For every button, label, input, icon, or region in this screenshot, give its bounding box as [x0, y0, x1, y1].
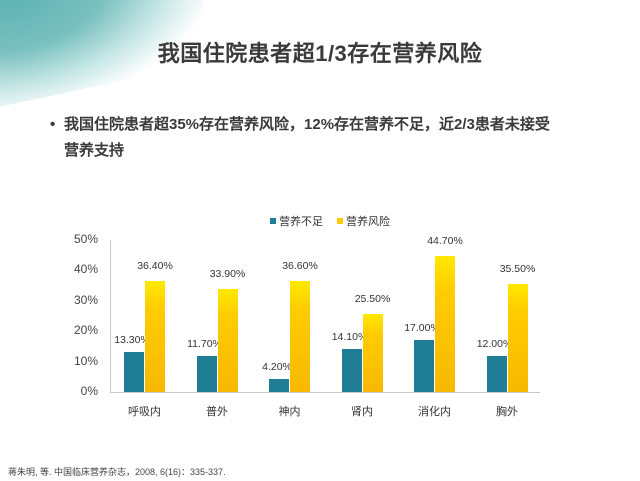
- data-label: 11.70%: [187, 338, 222, 351]
- bar-malnutrition: [486, 355, 507, 392]
- bar-nutrition-risk: [435, 256, 455, 392]
- data-label: 13.30%: [114, 333, 150, 346]
- bar-malnutrition: [341, 349, 362, 392]
- legend-item-malnutrition: 营养不足: [270, 213, 323, 229]
- bar-malnutrition: [196, 356, 217, 392]
- data-label: 4.20%: [262, 361, 292, 374]
- chart-legend: 营养不足 营养风险: [270, 213, 390, 229]
- x-category-label: 消化内: [418, 406, 451, 418]
- data-label: 12.00%: [476, 337, 513, 350]
- y-tick-label: 20%: [73, 323, 98, 338]
- x-category-label: 神内: [278, 406, 301, 418]
- x-category-label: 呼吸内: [128, 406, 161, 418]
- bullet-point: • 我国住院患者超35%存在营养风险，12%存在营养不足，近2/3患者未接受 营…: [50, 112, 610, 164]
- bar-nutrition-risk: [217, 288, 238, 392]
- data-label: 36.60%: [282, 259, 318, 272]
- y-tick-label: 0%: [80, 384, 98, 398]
- bar-nutrition-risk: [507, 284, 528, 392]
- data-label: 14.10%: [331, 331, 368, 344]
- bar-nutrition-risk: [145, 281, 165, 392]
- bullet-marker: •: [50, 116, 56, 133]
- data-label: 44.70%: [427, 235, 463, 248]
- x-category-label: 普外: [206, 406, 228, 418]
- data-label: 35.50%: [499, 263, 536, 276]
- x-category-label: 肾内: [351, 406, 373, 418]
- y-tick-label: 40%: [73, 262, 98, 277]
- legend-item-nutrition-risk: 营养风险: [337, 213, 390, 229]
- data-label: 17.00%: [404, 322, 440, 335]
- legend-swatch-teal: [270, 218, 276, 224]
- legend-swatch-gold: [337, 218, 343, 224]
- bar-nutrition-risk: [290, 280, 310, 392]
- x-axis-line: [110, 392, 540, 393]
- bar-malnutrition: [269, 379, 289, 392]
- y-tick-label: 30%: [73, 292, 98, 307]
- legend-label: 营养风险: [346, 216, 390, 228]
- bar-malnutrition: [124, 351, 144, 392]
- bar-malnutrition: [414, 340, 434, 392]
- y-tick-label: 50%: [73, 232, 98, 246]
- citation-footnote: 蒋朱明, 等. 中国临床营养杂志，2008, 6(16)：335-337.: [8, 467, 226, 477]
- data-label: 36.40%: [137, 260, 173, 273]
- bullet-line-2: 营养支持: [64, 142, 125, 159]
- y-tick-label: 10%: [73, 353, 98, 368]
- x-category-label: 胸外: [496, 406, 518, 418]
- data-label: 33.90%: [209, 267, 246, 280]
- bar-nutrition-risk: [362, 314, 383, 392]
- legend-label: 营养不足: [279, 216, 323, 228]
- y-axis-line: [110, 240, 111, 392]
- data-label: 25.50%: [354, 293, 391, 306]
- bullet-line-1: 我国住院患者超35%存在营养风险，12%存在营养不足，近2/3患者未接受: [64, 116, 550, 133]
- slide-title: 我国住院患者超1/3存在营养风险: [157, 41, 483, 66]
